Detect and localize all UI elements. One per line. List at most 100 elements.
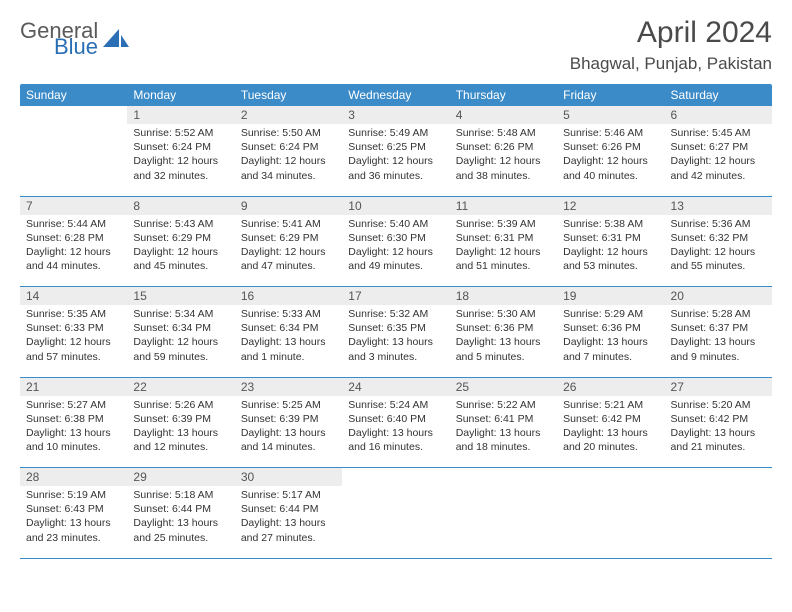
sunrise-text: Sunrise: 5:28 AM <box>671 307 766 321</box>
sunset-text: Sunset: 6:32 PM <box>671 231 766 245</box>
daylight2-text: and 21 minutes. <box>671 440 766 454</box>
sunrise-text: Sunrise: 5:22 AM <box>456 398 551 412</box>
daylight1-text: Daylight: 12 hours <box>348 154 443 168</box>
sunrise-text: Sunrise: 5:17 AM <box>241 488 336 502</box>
sunset-text: Sunset: 6:36 PM <box>563 321 658 335</box>
sunrise-text: Sunrise: 5:35 AM <box>26 307 121 321</box>
sunset-text: Sunset: 6:44 PM <box>241 502 336 516</box>
sunset-text: Sunset: 6:43 PM <box>26 502 121 516</box>
daylight1-text: Daylight: 12 hours <box>133 154 228 168</box>
sunrise-text: Sunrise: 5:45 AM <box>671 126 766 140</box>
content-row: Sunrise: 5:44 AMSunset: 6:28 PMDaylight:… <box>20 215 772 287</box>
day-number: 21 <box>20 377 127 396</box>
day-cell <box>665 486 772 558</box>
daylight2-text: and 49 minutes. <box>348 259 443 273</box>
sunrise-text: Sunrise: 5:41 AM <box>241 217 336 231</box>
day-number: 22 <box>127 377 234 396</box>
daylight2-text: and 59 minutes. <box>133 350 228 364</box>
day-number: 3 <box>342 106 449 124</box>
day-number <box>450 468 557 487</box>
day-number: 11 <box>450 196 557 215</box>
sunrise-text: Sunrise: 5:30 AM <box>456 307 551 321</box>
daylight1-text: Daylight: 13 hours <box>671 426 766 440</box>
month-title: April 2024 <box>570 16 772 50</box>
day-cell: Sunrise: 5:49 AMSunset: 6:25 PMDaylight:… <box>342 124 449 196</box>
daylight1-text: Daylight: 13 hours <box>241 335 336 349</box>
content-row: Sunrise: 5:27 AMSunset: 6:38 PMDaylight:… <box>20 396 772 468</box>
daylight2-text: and 3 minutes. <box>348 350 443 364</box>
daylight1-text: Daylight: 12 hours <box>26 335 121 349</box>
sunset-text: Sunset: 6:44 PM <box>133 502 228 516</box>
calendar-table: Sunday Monday Tuesday Wednesday Thursday… <box>20 84 772 559</box>
daylight2-text: and 53 minutes. <box>563 259 658 273</box>
day-cell <box>450 486 557 558</box>
sunset-text: Sunset: 6:29 PM <box>133 231 228 245</box>
day-cell: Sunrise: 5:40 AMSunset: 6:30 PMDaylight:… <box>342 215 449 287</box>
sunset-text: Sunset: 6:30 PM <box>348 231 443 245</box>
sunrise-text: Sunrise: 5:26 AM <box>133 398 228 412</box>
day-cell: Sunrise: 5:39 AMSunset: 6:31 PMDaylight:… <box>450 215 557 287</box>
day-cell: Sunrise: 5:21 AMSunset: 6:42 PMDaylight:… <box>557 396 664 468</box>
daylight2-text: and 38 minutes. <box>456 169 551 183</box>
daynum-row: 123456 <box>20 106 772 124</box>
content-row: Sunrise: 5:35 AMSunset: 6:33 PMDaylight:… <box>20 305 772 377</box>
sunset-text: Sunset: 6:31 PM <box>456 231 551 245</box>
day-number: 13 <box>665 196 772 215</box>
day-number <box>342 468 449 487</box>
sunrise-text: Sunrise: 5:50 AM <box>241 126 336 140</box>
sunrise-text: Sunrise: 5:32 AM <box>348 307 443 321</box>
sunset-text: Sunset: 6:25 PM <box>348 140 443 154</box>
day-cell: Sunrise: 5:46 AMSunset: 6:26 PMDaylight:… <box>557 124 664 196</box>
day-number: 7 <box>20 196 127 215</box>
day-number: 16 <box>235 287 342 306</box>
day-cell: Sunrise: 5:52 AMSunset: 6:24 PMDaylight:… <box>127 124 234 196</box>
day-cell: Sunrise: 5:28 AMSunset: 6:37 PMDaylight:… <box>665 305 772 377</box>
day-number: 25 <box>450 377 557 396</box>
sunset-text: Sunset: 6:27 PM <box>671 140 766 154</box>
daylight2-text: and 51 minutes. <box>456 259 551 273</box>
sunrise-text: Sunrise: 5:38 AM <box>563 217 658 231</box>
daynum-row: 78910111213 <box>20 196 772 215</box>
daylight1-text: Daylight: 13 hours <box>241 516 336 530</box>
daylight1-text: Daylight: 13 hours <box>133 426 228 440</box>
daylight2-text: and 14 minutes. <box>241 440 336 454</box>
daylight1-text: Daylight: 13 hours <box>26 516 121 530</box>
day-number: 1 <box>127 106 234 124</box>
day-cell: Sunrise: 5:27 AMSunset: 6:38 PMDaylight:… <box>20 396 127 468</box>
daylight2-text: and 57 minutes. <box>26 350 121 364</box>
sunrise-text: Sunrise: 5:34 AM <box>133 307 228 321</box>
daylight1-text: Daylight: 12 hours <box>133 245 228 259</box>
day-cell: Sunrise: 5:25 AMSunset: 6:39 PMDaylight:… <box>235 396 342 468</box>
day-cell: Sunrise: 5:50 AMSunset: 6:24 PMDaylight:… <box>235 124 342 196</box>
sunrise-text: Sunrise: 5:49 AM <box>348 126 443 140</box>
daylight2-text: and 18 minutes. <box>456 440 551 454</box>
day-number: 29 <box>127 468 234 487</box>
day-number: 6 <box>665 106 772 124</box>
sunrise-text: Sunrise: 5:21 AM <box>563 398 658 412</box>
daylight2-text: and 23 minutes. <box>26 531 121 545</box>
sunset-text: Sunset: 6:34 PM <box>241 321 336 335</box>
day-cell: Sunrise: 5:20 AMSunset: 6:42 PMDaylight:… <box>665 396 772 468</box>
daylight1-text: Daylight: 12 hours <box>348 245 443 259</box>
day-number: 4 <box>450 106 557 124</box>
daylight1-text: Daylight: 12 hours <box>563 154 658 168</box>
logo-sail-icon <box>103 27 129 54</box>
sunrise-text: Sunrise: 5:27 AM <box>26 398 121 412</box>
day-cell: Sunrise: 5:36 AMSunset: 6:32 PMDaylight:… <box>665 215 772 287</box>
daylight1-text: Daylight: 12 hours <box>671 245 766 259</box>
sunrise-text: Sunrise: 5:52 AM <box>133 126 228 140</box>
sunset-text: Sunset: 6:31 PM <box>563 231 658 245</box>
sunset-text: Sunset: 6:36 PM <box>456 321 551 335</box>
sunset-text: Sunset: 6:24 PM <box>133 140 228 154</box>
sunset-text: Sunset: 6:26 PM <box>563 140 658 154</box>
day-number <box>557 468 664 487</box>
daylight2-text: and 1 minute. <box>241 350 336 364</box>
daylight1-text: Daylight: 13 hours <box>456 335 551 349</box>
sunrise-text: Sunrise: 5:36 AM <box>671 217 766 231</box>
day-number: 26 <box>557 377 664 396</box>
sunrise-text: Sunrise: 5:20 AM <box>671 398 766 412</box>
day-cell: Sunrise: 5:34 AMSunset: 6:34 PMDaylight:… <box>127 305 234 377</box>
day-number: 8 <box>127 196 234 215</box>
daylight1-text: Daylight: 13 hours <box>241 426 336 440</box>
day-cell: Sunrise: 5:35 AMSunset: 6:33 PMDaylight:… <box>20 305 127 377</box>
